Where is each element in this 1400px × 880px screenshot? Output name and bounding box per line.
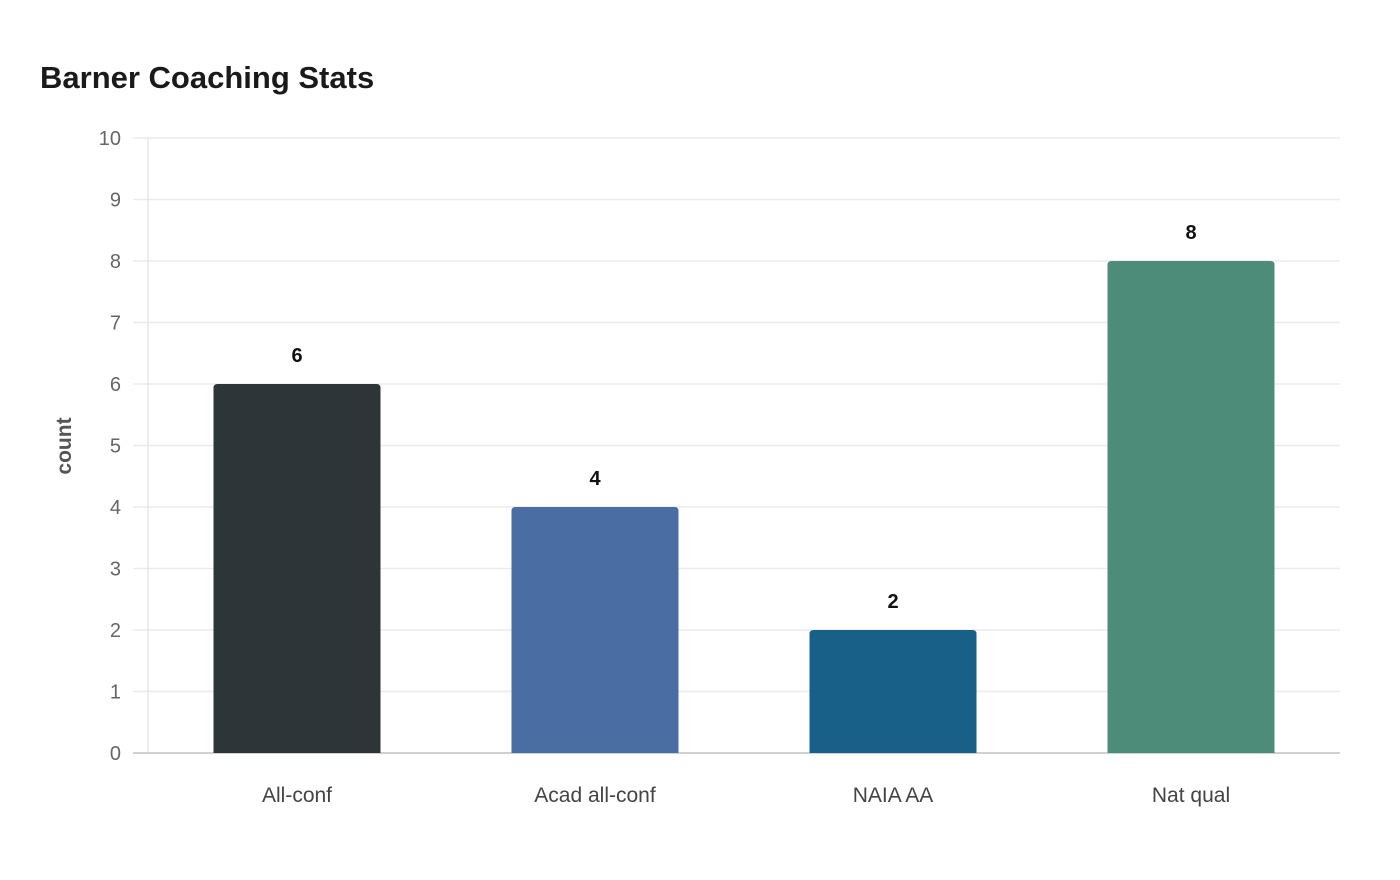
y-tick-label: 10	[99, 128, 121, 150]
y-tick-label: 1	[110, 682, 121, 704]
chart-title: Barner Coaching Stats	[40, 60, 375, 95]
y-axis-label: count	[53, 417, 76, 474]
y-tick-label: 0	[110, 743, 121, 765]
x-tick-label: All-conf	[262, 784, 332, 807]
y-tick-label: 3	[110, 559, 121, 581]
data-label: 8	[1185, 222, 1196, 244]
data-label: 6	[291, 345, 302, 367]
y-tick-label: 7	[110, 313, 121, 335]
data-label: 2	[887, 591, 898, 613]
bar-acad-all-conf	[511, 507, 679, 753]
bar-nat-qual	[1107, 261, 1275, 753]
y-tick-label: 8	[110, 251, 121, 273]
bar-naia-aa	[809, 630, 977, 753]
bar-all-conf	[213, 384, 381, 753]
data-label: 4	[589, 468, 601, 490]
x-tick-label: Nat qual	[1152, 784, 1230, 807]
x-tick-label: Acad all-conf	[534, 784, 656, 807]
y-tick-label: 6	[110, 374, 121, 396]
x-tick-label: NAIA AA	[853, 784, 934, 807]
y-tick-label: 2	[110, 620, 121, 642]
y-tick-label: 9	[110, 190, 121, 212]
y-tick-label: 4	[110, 497, 121, 519]
y-tick-label: 5	[110, 436, 121, 458]
